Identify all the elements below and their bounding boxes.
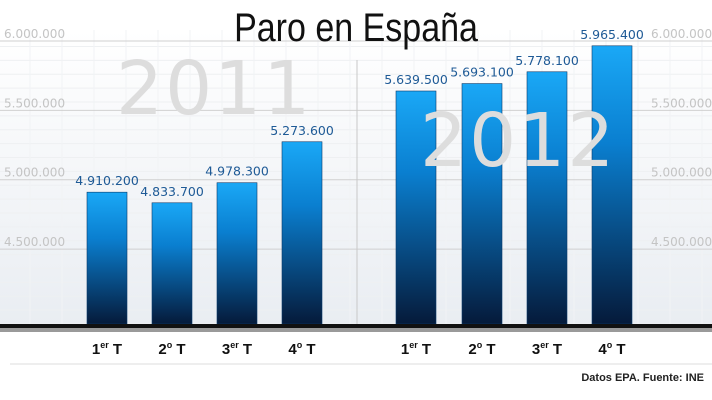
x-tick-label: 1er T — [400, 340, 432, 358]
data-label: 4.910.200 — [75, 173, 139, 188]
y-tick-label: 4.500.000 — [4, 235, 65, 249]
x-tick-label: 3er T — [531, 340, 563, 358]
bar — [86, 191, 128, 325]
source-note: Datos EPA. Fuente: INE — [581, 372, 704, 384]
bar — [216, 182, 258, 325]
y-tick-label: 6.000.000 — [651, 27, 712, 41]
chart-title: Paro en España — [234, 6, 478, 50]
y-tick-label: 5.000.000 — [4, 166, 65, 180]
data-label: 5.693.100 — [450, 65, 514, 80]
data-label: 4.833.700 — [140, 184, 204, 199]
y-tick-label: 5.500.000 — [4, 96, 65, 110]
y-tick-label: 5.500.000 — [651, 96, 712, 110]
y-tick-label: 6.000.000 — [4, 27, 65, 41]
baseline — [0, 324, 712, 328]
y-tick-label: 5.000.000 — [651, 166, 712, 180]
x-tick-label: 4o T — [288, 340, 316, 358]
x-tick-label: 2o T — [158, 340, 186, 358]
bar — [526, 71, 568, 325]
x-tick-label: 1er T — [91, 340, 123, 358]
y-tick-label: 4.500.000 — [651, 235, 712, 249]
data-label: 5.778.100 — [515, 53, 579, 68]
bar — [151, 202, 193, 325]
year-2011: 2011 — [116, 46, 313, 132]
x-tick-label: 4o T — [598, 340, 626, 358]
bar — [395, 90, 437, 325]
x-tick-label: 3er T — [221, 340, 253, 358]
bar — [281, 141, 323, 325]
bar — [461, 83, 503, 325]
data-label: 5.965.400 — [580, 27, 644, 42]
x-tick-label: 2o T — [468, 340, 496, 358]
data-label: 5.639.500 — [384, 72, 448, 87]
data-label: 5.273.600 — [270, 123, 334, 138]
year-2012: 2012 — [420, 98, 617, 184]
bar — [591, 45, 633, 325]
data-label: 4.978.300 — [205, 164, 269, 179]
